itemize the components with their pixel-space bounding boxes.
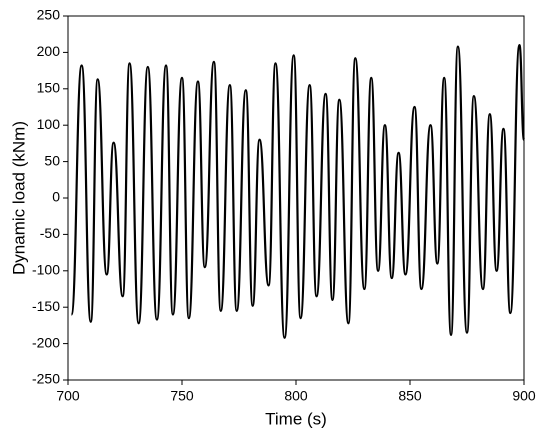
y-tick-label: 250 (37, 7, 61, 23)
x-tick-label: 850 (398, 388, 422, 404)
x-tick-label: 800 (284, 388, 308, 404)
y-tick-label: -100 (32, 262, 60, 278)
x-tick-label: 700 (56, 388, 80, 404)
y-axis-title: Dynamic load (kNm) (9, 121, 28, 275)
x-tick-label: 750 (170, 388, 194, 404)
y-tick-label: -50 (40, 225, 60, 241)
x-axis-title: Time (s) (265, 409, 327, 428)
y-tick-label: 150 (37, 80, 61, 96)
y-tick-label: 100 (37, 116, 61, 132)
y-tick-label: 200 (37, 43, 61, 59)
data-line (70, 44, 526, 339)
y-tick-label: -150 (32, 298, 60, 314)
y-tick-label: 0 (52, 189, 60, 205)
y-tick-label: -250 (32, 371, 60, 387)
y-tick-label: 50 (44, 152, 60, 168)
y-tick-label: -200 (32, 334, 60, 350)
x-tick-label: 900 (512, 388, 536, 404)
